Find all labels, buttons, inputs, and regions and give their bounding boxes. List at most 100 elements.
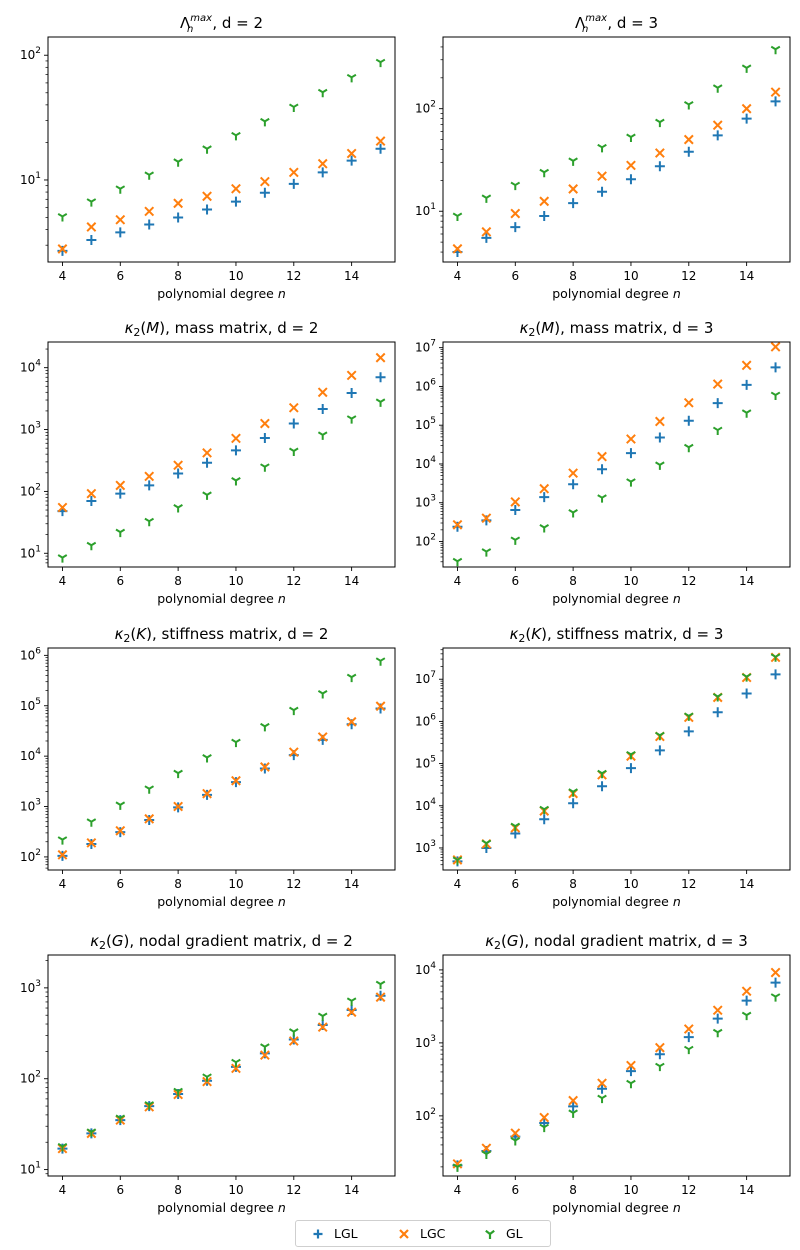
marker-gl (481, 194, 492, 203)
x-tick-label: 6 (116, 269, 124, 283)
marker-lgc (86, 488, 97, 499)
y-tick-label: 103 (20, 421, 41, 437)
marker-lgc (346, 716, 357, 727)
marker-lgc (173, 801, 184, 812)
marker-lgl (288, 418, 299, 429)
x-tick-label: 10 (228, 269, 243, 283)
marker-lgl (770, 96, 781, 107)
marker-gl (346, 415, 357, 424)
x-tick-label: 12 (286, 269, 301, 283)
marker-gl (539, 1123, 550, 1133)
marker-lgl (510, 504, 521, 515)
marker-lgc (259, 418, 270, 429)
x-tick-label: 10 (623, 269, 638, 283)
y-tick-label: 106 (20, 646, 41, 662)
chart-stiffness-d3: 103 104 105 106 107 4 6 8 10 12 14 κ2(K), stiffness… (415, 625, 791, 909)
x-tick-label: 8 (174, 1183, 182, 1197)
marker-lgc (452, 519, 463, 530)
marker-lgc (288, 402, 299, 413)
marker-lgc (202, 191, 212, 202)
chart-mass-d3: 102 103 104 105 106 107 4 6 8 10 12 14 κ2(M), mass m… (415, 319, 791, 606)
marker-lgc (712, 120, 723, 131)
x-tick-label: 8 (569, 877, 577, 891)
marker-lgc (375, 992, 386, 1003)
marker-gl (741, 1011, 752, 1021)
marker-gl (597, 143, 607, 153)
marker-lgc (568, 184, 579, 194)
x-tick-label: 6 (511, 574, 519, 588)
marker-gl (346, 997, 357, 1006)
marker-lgc (144, 471, 155, 482)
marker-lgl (115, 488, 126, 499)
marker-gl (115, 1114, 126, 1123)
x-tick-label: 14 (344, 877, 359, 891)
marker-gl (115, 801, 126, 810)
marker-gl (452, 212, 463, 221)
marker-lgl (683, 146, 694, 157)
marker-lgc (654, 416, 665, 427)
marker-lgc (510, 208, 521, 219)
marker-lgc (375, 136, 386, 146)
x-tick-label: 12 (286, 877, 301, 891)
y-tick-label: 102 (20, 848, 41, 864)
chart-title: κ2(G), nodal gradient matrix, d = 2 (90, 932, 353, 952)
marker-lgc (568, 1095, 579, 1106)
marker-lgl (539, 492, 550, 503)
marker-gl (683, 443, 694, 453)
x-axis-label: polynomial degree n (157, 591, 286, 606)
marker-lgl (683, 1032, 694, 1043)
marker-gl (568, 788, 578, 797)
legend-item-lgl: LGL (312, 1221, 358, 1246)
marker-gl (144, 171, 155, 180)
marker-lgc (231, 183, 241, 194)
plot-frame (47, 36, 396, 263)
marker-gl (288, 447, 299, 456)
marker-lgl (317, 167, 328, 178)
marker-lgl (510, 222, 521, 233)
x-tick-label: 8 (569, 269, 577, 283)
marker-lgc (173, 460, 184, 471)
marker-gl (510, 181, 521, 191)
y-tick-label: 103 (415, 494, 436, 510)
marker-lgc (57, 849, 68, 860)
plot-frame (442, 647, 791, 871)
marker-lgl (230, 196, 241, 207)
marker-gl (770, 653, 781, 662)
marker-gl (288, 706, 299, 716)
y-tick-label: 103 (415, 839, 436, 855)
marker-lgc (231, 1063, 241, 1074)
marker-lgc (626, 160, 636, 171)
marker-lgl (712, 1013, 723, 1024)
y-tick-label: 103 (415, 1034, 436, 1050)
marker-gl (655, 118, 665, 128)
x-tick-label: 12 (681, 877, 696, 891)
marker-lgc (115, 825, 126, 836)
marker-gl (741, 64, 752, 73)
marker-gl (683, 1045, 694, 1055)
marker-lgc (626, 434, 636, 444)
marker-lgl (259, 187, 270, 198)
marker-gl (626, 478, 636, 487)
marker-gl (375, 58, 386, 68)
marker-gl (626, 750, 636, 760)
marker-lgl (173, 468, 184, 479)
marker-lgl (770, 362, 781, 373)
y-tick-label: 106 (415, 712, 436, 728)
chart-title: κ2(M), mass matrix, d = 3 (520, 319, 714, 339)
marker-lgc (259, 1050, 270, 1061)
marker-lgl (712, 707, 723, 718)
marker-lgl (144, 219, 155, 230)
x-axis-label: polynomial degree n (552, 286, 681, 301)
marker-lgc (317, 387, 328, 398)
x-axis-label: polynomial degree n (552, 894, 681, 909)
marker-lgc (770, 967, 781, 978)
marker-gl (712, 693, 723, 702)
marker-gl (375, 980, 386, 990)
x-tick-label: 6 (511, 877, 519, 891)
marker-gl (481, 1150, 492, 1160)
y-tick-label: 104 (415, 797, 436, 813)
plot-frame (442, 341, 791, 568)
legend-label-lgl: LGL (334, 1226, 358, 1241)
marker-lgc (452, 243, 463, 254)
chart-mass-d2: 101 102 103 104 4 6 8 10 12 14 κ2(M), mass matrix,… (20, 319, 396, 606)
